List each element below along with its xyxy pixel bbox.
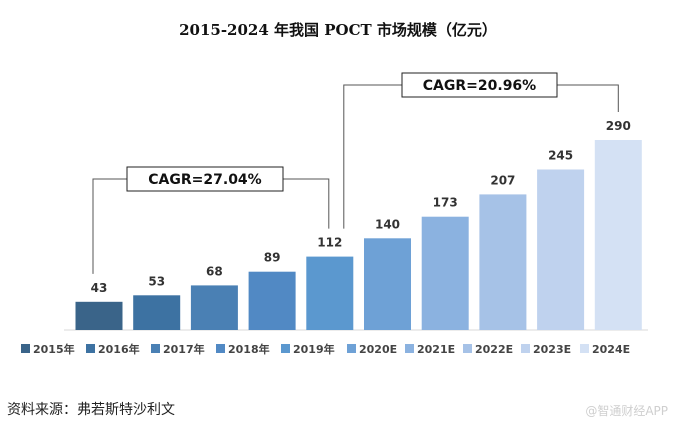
cagr-label-2: CAGR=20.96% — [423, 78, 536, 94]
value-label-2019年: 112 — [317, 236, 342, 250]
watermark: @智通财经APP — [585, 404, 668, 418]
bar-2023E — [537, 169, 585, 330]
value-label-2022E: 207 — [490, 173, 515, 187]
value-label-2015年: 43 — [91, 281, 108, 295]
value-label-2017年: 68 — [206, 264, 223, 278]
cagr-bracket-left-2 — [343, 84, 402, 229]
bar-2019年 — [306, 256, 354, 330]
legend-swatch-2015年 — [21, 344, 30, 353]
legend-label-2023E: 2023E — [533, 343, 571, 356]
legend-swatch-2020E — [347, 344, 356, 353]
bar-2020E — [364, 238, 411, 330]
value-label-2018年: 89 — [264, 251, 281, 265]
legend-label-2016年: 2016年 — [98, 342, 140, 356]
legend-swatch-2017年 — [151, 344, 160, 353]
value-label-2023E: 245 — [548, 149, 573, 163]
legend-swatch-2016年 — [86, 344, 95, 353]
legend-label-2020E: 2020E — [359, 343, 397, 356]
cagr-bracket-right-1 — [283, 178, 330, 229]
bars-group: 43 53 68 89 112 140 173 207 245 290 — [75, 119, 642, 330]
cagr-box-2 — [401, 72, 558, 98]
cagr-bracket-right-2 — [557, 84, 619, 112]
cagr-box-1 — [126, 166, 284, 192]
source-note: 资料来源：弗若斯特沙利文 — [7, 402, 175, 418]
bar-2018年 — [248, 271, 296, 330]
value-label-2021E: 173 — [433, 196, 458, 210]
cagr-bracket-left-1 — [92, 178, 127, 274]
legend-label-2024E: 2024E — [592, 343, 630, 356]
legend-swatch-2024E — [580, 344, 589, 353]
bar-2016年 — [133, 295, 181, 330]
value-label-2020E: 140 — [375, 217, 400, 231]
legend-swatch-2021E — [405, 344, 414, 353]
legend-swatch-2022E — [463, 344, 472, 353]
legend-swatch-2019年 — [281, 344, 290, 353]
bar-2015年 — [75, 301, 123, 330]
cagr-annotations: CAGR=27.04% CAGR=20.96% — [92, 72, 619, 274]
legend: 2015年 2016年 2017年 2018年 2019年 2020E 2021E 2022E… — [21, 342, 630, 356]
legend-swatch-2018年 — [216, 344, 225, 353]
bar-2022E — [479, 194, 527, 330]
legend-label-2022E: 2022E — [475, 343, 513, 356]
legend-label-2017年: 2017年 — [163, 342, 205, 356]
chart-title: 2015-2024 年我国 POCT 市场规模（亿元） — [179, 21, 497, 39]
legend-swatch-2023E — [521, 344, 530, 353]
value-label-2016年: 53 — [148, 274, 165, 288]
bar-2024E — [594, 140, 642, 330]
value-label-2024E: 290 — [606, 119, 631, 133]
legend-label-2019年: 2019年 — [293, 342, 335, 356]
bar-2021E — [421, 216, 469, 330]
legend-label-2021E: 2021E — [417, 343, 455, 356]
legend-label-2015年: 2015年 — [33, 342, 75, 356]
bar-2017年 — [190, 285, 238, 330]
cagr-label-1: CAGR=27.04% — [148, 172, 261, 188]
legend-label-2018年: 2018年 — [228, 342, 270, 356]
